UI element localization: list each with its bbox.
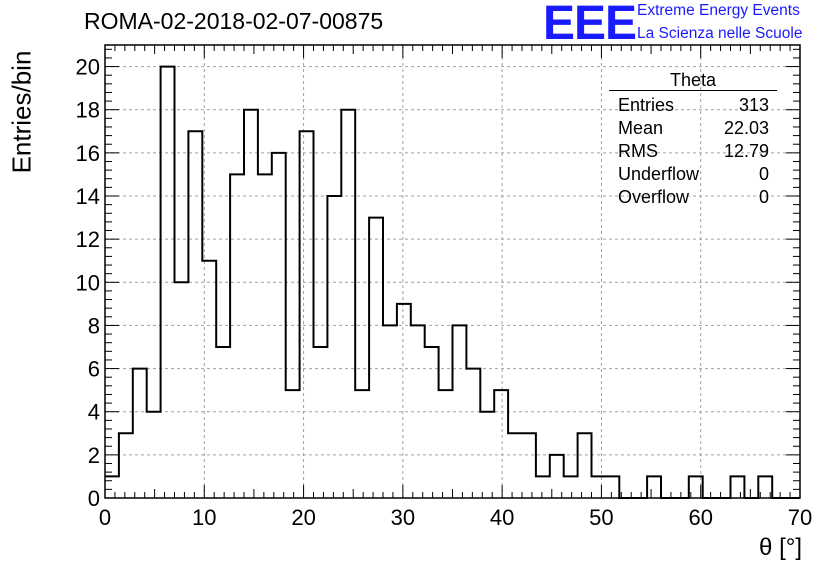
stats-value: 22.03 bbox=[723, 118, 769, 138]
tick-labels: 0 10 20 30 40 50 60 70 0 2 4 6 8 10 12 14 16 18 20 bbox=[76, 55, 813, 530]
y-tick-label: 2 bbox=[88, 443, 100, 468]
histogram-bin bbox=[202, 261, 216, 498]
y-tick-label: 14 bbox=[76, 184, 100, 209]
histogram-bin bbox=[439, 390, 453, 498]
x-tick-label: 50 bbox=[589, 505, 613, 530]
histogram-bin bbox=[341, 110, 355, 498]
eee-logo: EEE bbox=[543, 0, 637, 50]
x-tick-label: 0 bbox=[99, 505, 111, 530]
y-tick-label: 10 bbox=[76, 270, 100, 295]
histogram-bin bbox=[522, 433, 536, 498]
stats-label: Underflow bbox=[618, 164, 700, 184]
histogram-bin bbox=[466, 369, 480, 498]
histogram-bin bbox=[300, 131, 314, 498]
stats-label: RMS bbox=[618, 141, 658, 161]
histogram-bin bbox=[327, 196, 341, 498]
histogram-bin bbox=[605, 476, 619, 498]
y-tick-label: 8 bbox=[88, 313, 100, 338]
x-tick-label: 10 bbox=[192, 505, 216, 530]
stats-value: 313 bbox=[738, 95, 769, 115]
histogram-bin bbox=[494, 390, 508, 498]
stats-value: 0 bbox=[758, 164, 769, 184]
y-tick-label: 0 bbox=[88, 486, 100, 511]
stats-value: 0 bbox=[758, 187, 769, 207]
y-axis-label: Entries/bin bbox=[6, 50, 37, 174]
histogram-bin bbox=[425, 347, 439, 498]
stats-row-mean: Mean 22.03 bbox=[609, 117, 777, 140]
histogram-bin bbox=[188, 131, 202, 498]
y-tick-label: 18 bbox=[76, 98, 100, 123]
x-tick-label: 20 bbox=[291, 505, 315, 530]
histogram-bin bbox=[536, 476, 550, 498]
histogram-bin bbox=[105, 476, 119, 498]
histogram-bin bbox=[314, 347, 328, 498]
y-tick-label: 16 bbox=[76, 141, 100, 166]
stats-box: Theta Entries 313 Mean 22.03 RMS 12.79 Unde… bbox=[609, 70, 777, 209]
x-tick-label: 30 bbox=[391, 505, 415, 530]
histogram-bin bbox=[592, 476, 606, 498]
x-axis-label: θ [°] bbox=[759, 534, 802, 561]
stats-label: Overflow bbox=[618, 187, 690, 207]
histogram-bin bbox=[731, 476, 745, 498]
histogram-bin bbox=[564, 476, 578, 498]
histogram-bin bbox=[286, 390, 300, 498]
histogram-bin bbox=[369, 218, 383, 498]
stats-label: Entries bbox=[618, 95, 675, 115]
stats-row-entries: Entries 313 bbox=[609, 94, 777, 117]
stats-row-overflow: Overflow 0 bbox=[609, 186, 777, 209]
axis-ticks bbox=[104, 45, 801, 499]
org-name-line2: La Scienza nelle Scuole bbox=[637, 25, 803, 42]
histogram-bin bbox=[578, 433, 592, 498]
chart-title: ROMA-02-2018-02-07-00875 bbox=[84, 8, 384, 34]
histogram-bin bbox=[244, 110, 258, 498]
histogram-bin bbox=[216, 347, 230, 498]
org-name-line1: Extreme Energy Events bbox=[637, 2, 800, 19]
x-tick-label: 40 bbox=[490, 505, 514, 530]
y-tick-label: 6 bbox=[88, 357, 100, 382]
histogram-bin bbox=[397, 304, 411, 498]
y-tick-label: 20 bbox=[76, 55, 100, 80]
histogram-bin bbox=[355, 390, 369, 498]
y-tick-label: 12 bbox=[76, 227, 100, 252]
stats-label: Mean bbox=[618, 118, 664, 138]
histogram-bin bbox=[508, 433, 522, 498]
histogram-bin bbox=[175, 282, 189, 498]
histogram-bin bbox=[119, 433, 133, 498]
histogram-bin bbox=[230, 174, 244, 498]
histogram-bin bbox=[133, 369, 147, 498]
stats-row-rms: RMS 12.79 bbox=[609, 140, 777, 163]
histogram-bin bbox=[258, 174, 272, 498]
stats-title: Theta bbox=[609, 70, 777, 91]
histogram-bin bbox=[647, 476, 661, 498]
x-tick-label: 60 bbox=[688, 505, 712, 530]
stats-row-underflow: Underflow 0 bbox=[609, 163, 777, 186]
x-tick-label: 70 bbox=[788, 505, 812, 530]
histogram-bin bbox=[480, 412, 494, 498]
stats-value: 12.79 bbox=[723, 141, 769, 161]
y-tick-label: 4 bbox=[88, 400, 100, 425]
grid-lines bbox=[105, 45, 800, 498]
